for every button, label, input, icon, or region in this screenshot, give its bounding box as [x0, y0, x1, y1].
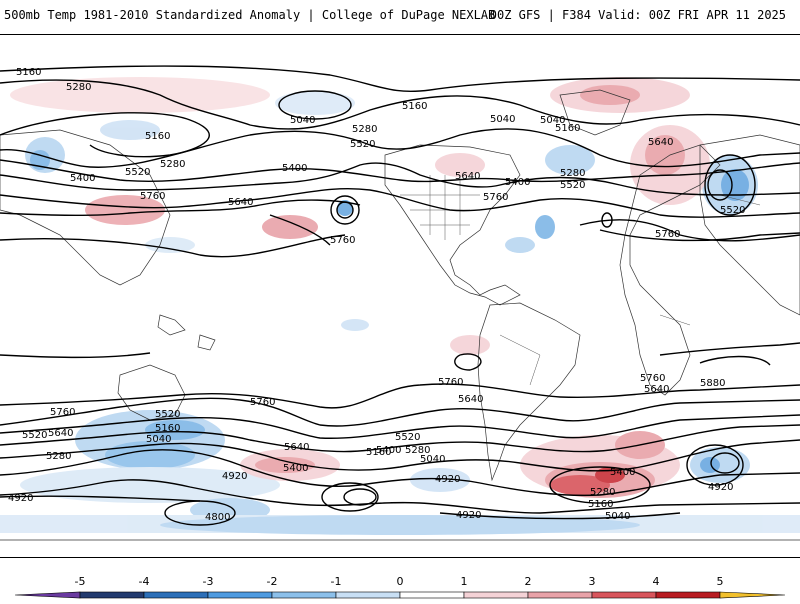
- contour-label: 5160: [402, 101, 427, 112]
- contour-label: 5640: [48, 428, 73, 439]
- contour-label: 5160: [588, 499, 613, 510]
- contour-label: 4920: [8, 493, 33, 504]
- contour-label: 5640: [648, 137, 673, 148]
- colorbar-tick-label: -1: [331, 575, 342, 588]
- contour-label: 5040: [540, 115, 565, 126]
- contour-label: 5280: [405, 445, 430, 456]
- colorbar-bin: [335, 591, 401, 599]
- contour-label: 5040: [146, 434, 171, 445]
- contour-label: 5760: [50, 407, 75, 418]
- contour-label: 5760: [330, 235, 355, 246]
- contour-label: 5640: [458, 394, 483, 405]
- colorbar-tick-label: 5: [717, 575, 724, 588]
- cold-anomaly-shading: [0, 91, 800, 535]
- contour-label: 5160: [555, 123, 580, 134]
- contour-label: 5400: [610, 467, 635, 478]
- colorbar-tick-label: -3: [203, 575, 214, 588]
- contour-label: 5640: [228, 197, 253, 208]
- colorbar-bin: [655, 591, 721, 599]
- colorbar-bin: [399, 591, 465, 599]
- contour-label: 5520: [395, 432, 420, 443]
- contour-label: 4800: [205, 512, 230, 523]
- colorbar-arrow-high: [719, 591, 786, 599]
- contour-label: 5280: [560, 168, 585, 179]
- colorbar-svg: -5 -4 -3 -2 -1 0 1 2 3 4 5: [14, 575, 786, 599]
- contour-label: 5520: [155, 409, 180, 420]
- contour-label: 4920: [435, 474, 460, 485]
- contour-label: 5520: [350, 139, 375, 150]
- contour-label: 5280: [352, 124, 377, 135]
- contour-label: 5160: [16, 67, 41, 78]
- contour-label: 5760: [483, 192, 508, 203]
- colorbar: -5 -4 -3 -2 -1 0 1 2 3 4 5: [0, 560, 800, 600]
- contour-label: 5040: [420, 454, 445, 465]
- contour-label: 4920: [222, 471, 247, 482]
- warm-anomaly-shading: [10, 77, 710, 498]
- contour-label: 5640: [644, 384, 669, 395]
- contour-label: 5160: [145, 131, 170, 142]
- contour-label: 5280: [590, 487, 615, 498]
- contour-labels: 5160 5280 5040 5160 5280 5400 5520 5760 …: [8, 67, 745, 523]
- coastlines: [0, 89, 800, 541]
- political-boundaries: [400, 175, 761, 386]
- contour-label: 4920: [708, 482, 733, 493]
- map-panel: 5160 5280 5040 5160 5280 5400 5520 5760 …: [0, 34, 800, 558]
- contour-label: 5400: [70, 173, 95, 184]
- colorbar-tick-label: 0: [397, 575, 404, 588]
- colorbar-tick-label: -4: [139, 575, 150, 588]
- colorbar-tick-label: 4: [653, 575, 660, 588]
- contour-label: 5280: [46, 451, 71, 462]
- colorbar-tick-label: -2: [267, 575, 278, 588]
- colorbar-tick-label: 1: [461, 575, 468, 588]
- contour-label: 5640: [455, 171, 480, 182]
- contour-label: 5760: [655, 229, 680, 240]
- contour-label: 5400: [505, 177, 530, 188]
- contour-label: 5040: [290, 115, 315, 126]
- contour-label: 5280: [160, 159, 185, 170]
- contour-label: 5160: [366, 447, 391, 458]
- contour-label: 5760: [140, 191, 165, 202]
- contour-label: 5520: [720, 205, 745, 216]
- contour-label: 5760: [438, 377, 463, 388]
- colorbar-bin: [271, 591, 337, 599]
- colorbar-bin: [143, 591, 209, 599]
- run-info: 00Z GFS | F384 Valid: 00Z FRI APR 11 202…: [489, 8, 786, 22]
- colorbar-bin: [207, 591, 273, 599]
- contour-label: 5040: [490, 114, 515, 125]
- contour-label: 5760: [250, 397, 275, 408]
- contour-label: 5400: [282, 163, 307, 174]
- contour-label: 5520: [125, 167, 150, 178]
- colorbar-bin: [463, 591, 529, 599]
- colorbar-tick-label: -5: [75, 575, 86, 588]
- contour-label: 5280: [66, 82, 91, 93]
- contour-label: 5400: [376, 445, 401, 456]
- header: 500mb Temp 1981-2010 Standardized Anomal…: [0, 0, 800, 34]
- anomaly-map: 5160 5280 5040 5160 5280 5400 5520 5760 …: [0, 35, 800, 557]
- colorbar-bin: [79, 591, 145, 599]
- colorbar-tick-label: 3: [589, 575, 596, 588]
- contour-label: 5400: [283, 463, 308, 474]
- contour-label: 5880: [700, 378, 725, 389]
- colorbar-bin: [591, 591, 657, 599]
- colorbar-bin: [527, 591, 593, 599]
- contour-label: 5160: [155, 423, 180, 434]
- contour-label: 5640: [284, 442, 309, 453]
- contour-label: 4920: [456, 510, 481, 521]
- contour-label: 5520: [560, 180, 585, 191]
- colorbar-tick-label: 2: [525, 575, 532, 588]
- contour-label: 5040: [605, 511, 630, 522]
- contour-label: 5520: [22, 430, 47, 441]
- map-title: 500mb Temp 1981-2010 Standardized Anomal…: [4, 8, 496, 22]
- contour-label: 5760: [640, 373, 665, 384]
- height-contours: [0, 65, 800, 526]
- colorbar-arrow-low: [14, 591, 81, 599]
